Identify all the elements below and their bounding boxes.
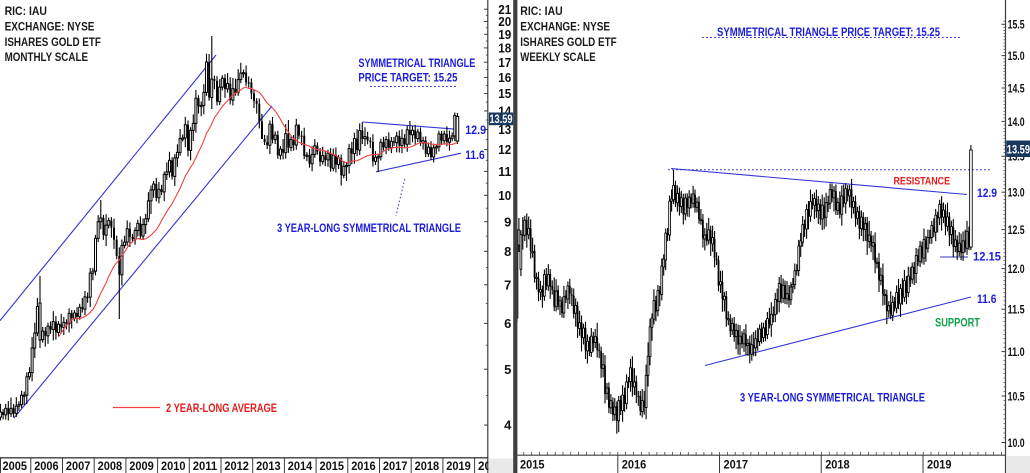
- svg-text:14.5: 14.5: [1008, 81, 1025, 95]
- svg-text:2014: 2014: [288, 459, 313, 473]
- svg-text:ISHARES GOLD ETF: ISHARES GOLD ETF: [520, 35, 616, 49]
- svg-text:20: 20: [498, 14, 511, 29]
- svg-text:WEEKLY SCALE: WEEKLY SCALE: [520, 50, 595, 64]
- svg-text:2008: 2008: [98, 459, 123, 473]
- svg-text:2 YEAR-LONG AVERAGE: 2 YEAR-LONG AVERAGE: [166, 403, 277, 415]
- svg-text:10.0: 10.0: [1008, 436, 1025, 450]
- svg-text:RIC: IAU: RIC: IAU: [520, 4, 562, 18]
- svg-text:2019: 2019: [927, 458, 952, 472]
- svg-text:8: 8: [504, 244, 511, 259]
- svg-text:13.59: 13.59: [1007, 142, 1030, 156]
- svg-text:EXCHANGE: NYSE: EXCHANGE: NYSE: [520, 19, 610, 33]
- svg-text:3 YEAR-LONG SYMMETRICAL TRIANG: 3 YEAR-LONG SYMMETRICAL TRIANGLE: [740, 393, 925, 405]
- svg-text:4: 4: [504, 418, 512, 433]
- svg-text:18: 18: [498, 41, 511, 56]
- svg-text:2015: 2015: [320, 459, 345, 473]
- svg-text:12.9: 12.9: [465, 125, 486, 137]
- svg-text:PRICE TARGET: 15.25: PRICE TARGET: 15.25: [358, 73, 457, 85]
- svg-text:2007: 2007: [66, 459, 91, 473]
- svg-text:2015: 2015: [520, 458, 545, 472]
- svg-text:2009: 2009: [129, 459, 154, 473]
- svg-text:6: 6: [504, 316, 511, 331]
- svg-text:RIC: IAU: RIC: IAU: [5, 4, 47, 18]
- svg-text:11: 11: [498, 164, 511, 179]
- svg-text:19: 19: [498, 27, 511, 42]
- svg-text:16: 16: [498, 70, 511, 85]
- svg-text:11.6: 11.6: [465, 150, 485, 162]
- svg-text:15.0: 15.0: [1008, 49, 1025, 63]
- svg-text:SYMMETRICAL TRIANGLE PRICE TAR: SYMMETRICAL TRIANGLE PRICE TARGET: 15.25: [717, 27, 941, 39]
- svg-text:9: 9: [504, 214, 511, 229]
- svg-text:2005: 2005: [3, 459, 28, 473]
- svg-text:2006: 2006: [34, 459, 59, 473]
- svg-text:15.5: 15.5: [1008, 18, 1025, 32]
- svg-text:SYMMETRICAL TRIANGLE: SYMMETRICAL TRIANGLE: [358, 58, 475, 70]
- svg-text:12.0: 12.0: [1008, 262, 1025, 276]
- svg-text:5: 5: [504, 362, 511, 377]
- svg-text:2016: 2016: [351, 459, 376, 473]
- svg-text:2017: 2017: [383, 459, 408, 473]
- svg-text:2018: 2018: [825, 458, 850, 472]
- svg-text:12.5: 12.5: [1008, 223, 1025, 237]
- svg-text:12.15: 12.15: [973, 252, 1002, 264]
- svg-text:2012: 2012: [224, 459, 249, 473]
- svg-text:2017: 2017: [724, 458, 749, 472]
- svg-text:13.59: 13.59: [489, 112, 512, 126]
- svg-text:11.6: 11.6: [977, 294, 997, 306]
- svg-text:20: 20: [478, 459, 491, 473]
- svg-text:12.9: 12.9: [977, 188, 997, 200]
- svg-text:13: 13: [498, 122, 511, 137]
- svg-text:2011: 2011: [193, 459, 218, 473]
- svg-text:13.0: 13.0: [1008, 186, 1025, 200]
- svg-text:14.0: 14.0: [1008, 115, 1025, 129]
- svg-text:SUPPORT: SUPPORT: [935, 318, 980, 330]
- svg-text:11.5: 11.5: [1008, 303, 1025, 317]
- svg-text:2016: 2016: [622, 458, 647, 472]
- svg-text:3 YEAR-LONG SYMMETRICAL TRIANG: 3 YEAR-LONG SYMMETRICAL TRIANGLE: [277, 223, 461, 235]
- svg-text:17: 17: [498, 55, 511, 70]
- svg-text:MONTHLY SCALE: MONTHLY SCALE: [5, 50, 88, 64]
- svg-text:15: 15: [498, 86, 511, 101]
- svg-text:RESISTANCE: RESISTANCE: [894, 176, 951, 188]
- svg-text:EXCHANGE: NYSE: EXCHANGE: NYSE: [5, 19, 95, 33]
- svg-text:2010: 2010: [161, 459, 186, 473]
- svg-text:10: 10: [498, 188, 511, 203]
- svg-text:7: 7: [504, 277, 511, 292]
- svg-text:21: 21: [498, 2, 511, 17]
- svg-text:11.0: 11.0: [1008, 345, 1025, 359]
- svg-text:2019: 2019: [446, 459, 471, 473]
- svg-text:12: 12: [498, 142, 511, 157]
- svg-text:2018: 2018: [415, 459, 440, 473]
- svg-text:2013: 2013: [256, 459, 281, 473]
- svg-text:10.5: 10.5: [1008, 389, 1025, 403]
- svg-text:ISHARES GOLD ETF: ISHARES GOLD ETF: [5, 35, 101, 49]
